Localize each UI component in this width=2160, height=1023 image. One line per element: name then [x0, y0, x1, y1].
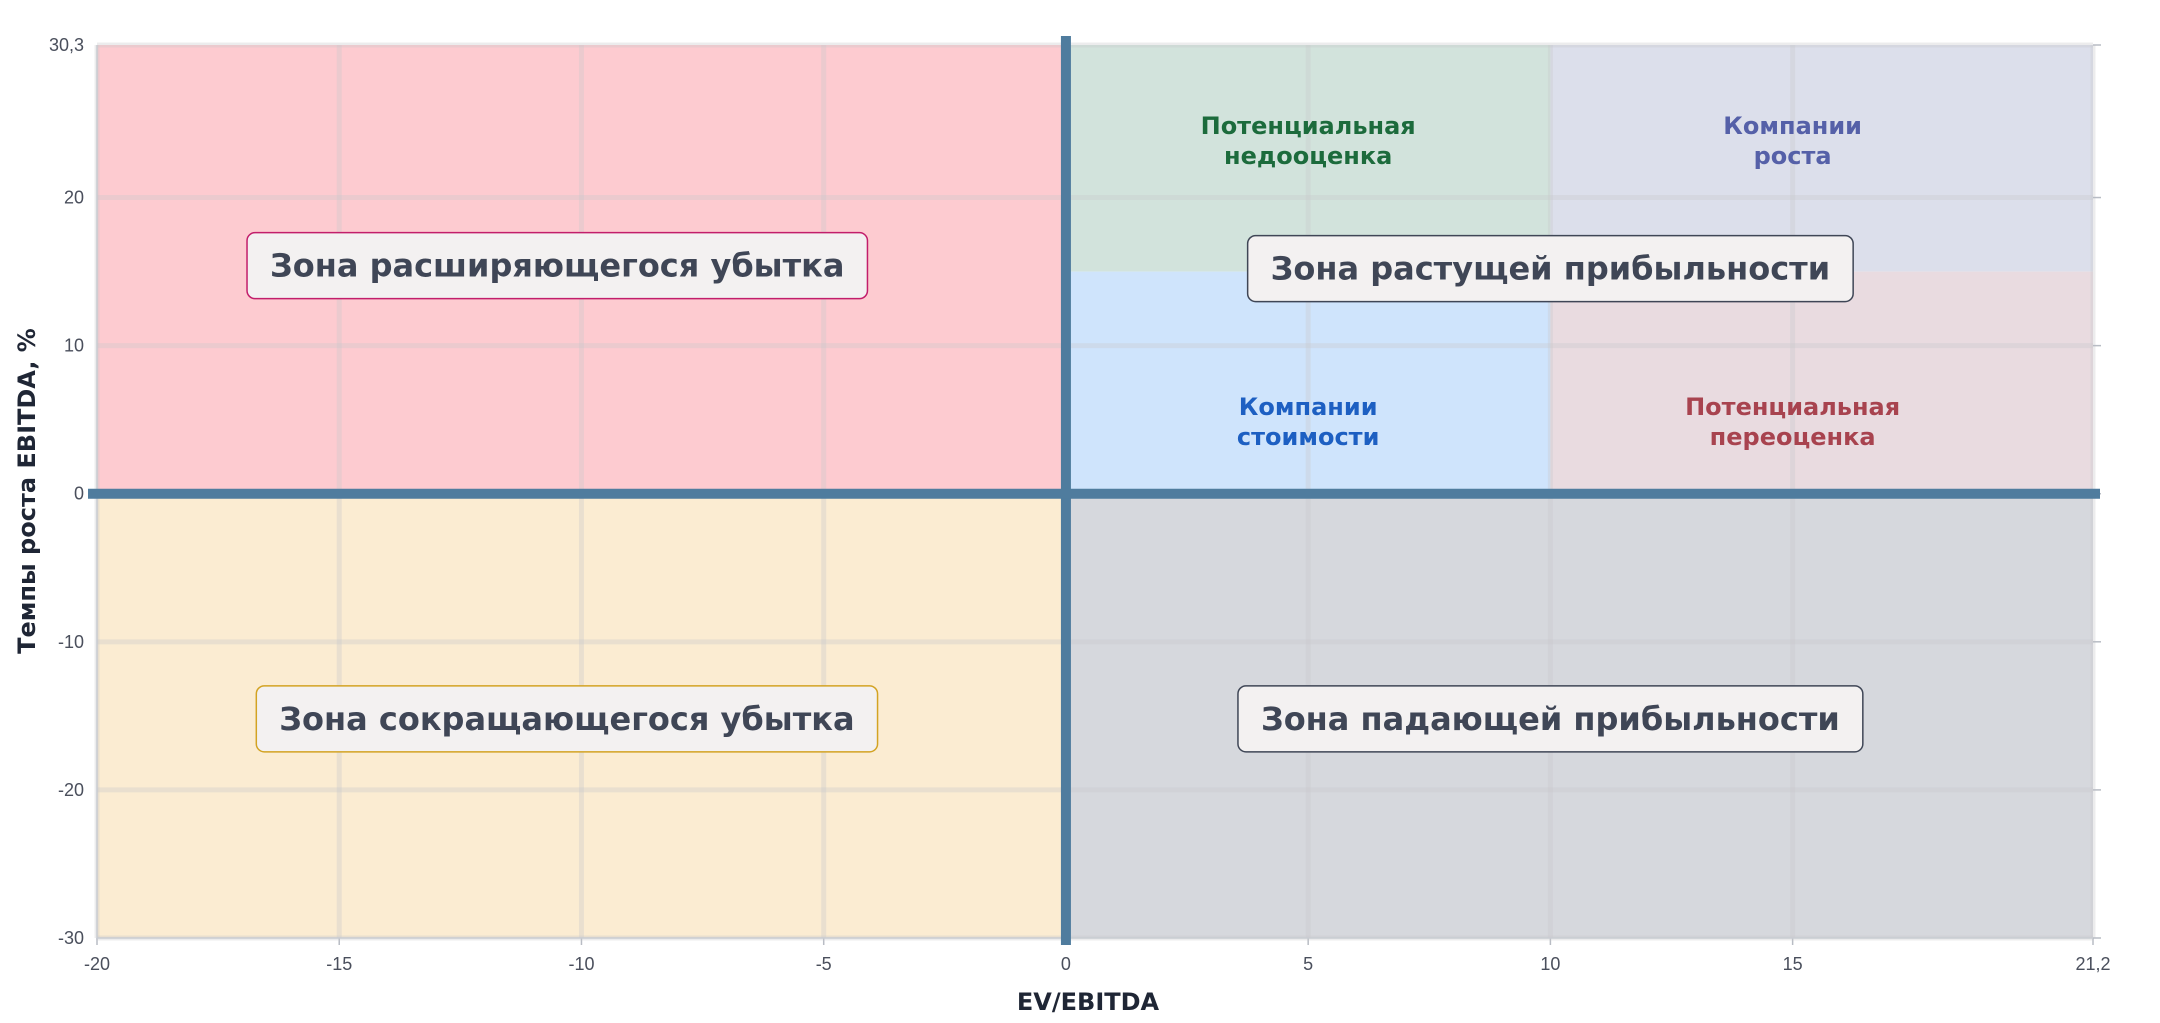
sub-zone-label-0: Потенциальная недооценка: [1201, 112, 1416, 170]
x-tick-label: 5: [1303, 954, 1313, 974]
zone-label-3: Зона падающей прибыльности: [1237, 685, 1864, 753]
zone-label-box: [1237, 685, 1864, 753]
y-tick-label: 10: [64, 336, 84, 356]
zone-labels: Зона расширяющегося убытка Зона растущей …: [246, 231, 1864, 753]
x-tick-label: -15: [326, 954, 352, 974]
x-tick-label: -10: [568, 954, 594, 974]
zone-label-0: Зона расширяющегося убытка: [246, 231, 869, 300]
y-tick-label: -10: [58, 632, 84, 652]
region-6: [1550, 271, 2093, 494]
y-axis-title: Темпы роста EBITDA, %: [13, 328, 41, 654]
zone-label-text: Зона растущей прибыльности: [1271, 250, 1831, 288]
x-tick-label: 15: [1783, 954, 1803, 974]
sub-zone-labels: Потенциальная недооценка Компании роста Комп…: [1201, 112, 1901, 451]
sub-zone-label-1: Компании роста: [1723, 112, 1862, 170]
zone-label-text: Зона расширяющегося убытка: [270, 247, 844, 285]
sub-zone-label-3: Потенциальная переоценка: [1685, 393, 1900, 451]
region-4: [1550, 45, 2093, 272]
sub-zone-label-2: Компании стоимости: [1237, 393, 1380, 451]
zone-label-box: [1246, 234, 1854, 303]
x-tick-label: -5: [816, 954, 832, 974]
y-tick-label: 0: [74, 484, 84, 504]
y-tick-label: 20: [64, 188, 84, 208]
region-3: [1065, 45, 1551, 272]
y-tick-label: 30,3: [49, 35, 84, 55]
zone-label-2: Зона сокращающегося убытка: [255, 685, 879, 753]
x-tick-label: 21,2: [2075, 954, 2110, 974]
x-tick-label: 0: [1061, 954, 1071, 974]
zone-label-1: Зона растущей прибыльности: [1246, 234, 1854, 303]
zone-label-box: [246, 231, 869, 300]
y-tick-label: -20: [58, 780, 84, 800]
x-axis-title: EV/EBITDA: [1017, 988, 1160, 1016]
zero-axis-lines: [88, 36, 2100, 945]
x-tick-label: 10: [1540, 954, 1560, 974]
x-tick-label: -20: [84, 954, 110, 974]
y-tick-label: -30: [58, 928, 84, 948]
zone-label-box: [255, 685, 879, 753]
zone-label-text: Зона сокращающегося убытка: [279, 700, 854, 738]
zone-label-text: Зона падающей прибыльности: [1261, 700, 1840, 738]
region-5: [1065, 271, 1551, 494]
